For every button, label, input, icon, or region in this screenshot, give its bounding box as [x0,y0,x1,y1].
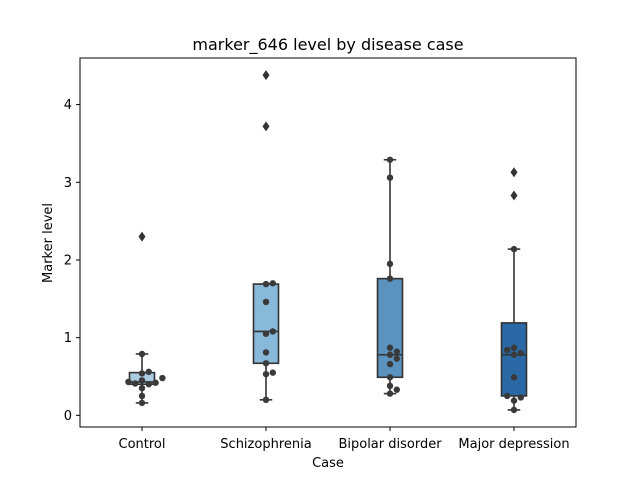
data-point [510,344,518,351]
data-point [510,351,518,358]
data-point [145,381,152,388]
data-point [138,399,146,407]
data-point [262,396,270,404]
data-point [262,360,270,367]
data-point [138,370,146,377]
data-point [393,355,400,362]
y-tick-label: 0 [64,409,72,424]
swarm-group [504,245,524,414]
data-point [138,384,146,392]
x-tick-label: Control [119,437,166,452]
data-point [504,346,511,354]
y-tick-label: 3 [64,176,72,191]
data-point [510,374,518,381]
y-axis-title: Marker level [41,203,56,283]
data-point [262,298,270,306]
data-point [510,245,518,253]
data-point [269,280,276,287]
data-point [393,386,400,393]
swarm-group [125,350,166,407]
data-point [262,280,270,288]
data-point [386,351,394,358]
data-point [386,174,394,181]
outlier-marker [138,231,146,242]
swarm-group [262,280,276,404]
data-point [132,380,139,387]
data-point [159,374,166,382]
box-group [500,167,528,411]
y-tick-label: 4 [64,98,72,113]
chart-title: marker_646 level by disease case [192,35,463,55]
y-tick-label: 1 [64,331,72,346]
data-point [262,370,270,378]
data-point [510,397,518,404]
data-point [386,390,394,397]
data-point [386,275,394,282]
data-point [504,392,511,400]
data-point [517,350,524,357]
plot-area [125,70,528,414]
data-point [145,368,152,376]
data-point [386,360,394,368]
data-point [517,394,524,401]
data-point [386,344,394,351]
data-point [393,348,400,355]
x-tick-label: Major depression [458,437,569,452]
data-point [269,369,276,376]
data-point [510,406,518,414]
x-tick-label: Bipolar disorder [338,437,442,452]
x-axis-title: Case [312,456,344,471]
outlier-marker [510,167,518,178]
data-point [262,330,270,337]
plot-frame [79,57,577,428]
outlier-marker [262,70,270,81]
data-point [138,377,146,384]
y-tick-label: 2 [64,253,72,268]
data-point [152,379,159,386]
x-tick-label: Schizophrenia [220,437,311,452]
x-axis: Control Schizophrenia Bipolar disorder Majo… [119,427,570,452]
swarm-group [386,156,400,397]
box-iqr [500,322,528,397]
data-point [138,392,146,400]
y-axis: 0 1 2 3 4 [64,98,80,424]
data-point [125,378,132,386]
outlier-marker [510,190,518,201]
data-point [262,349,270,356]
data-point [386,260,394,268]
data-point [386,374,394,381]
data-point [386,382,394,390]
data-point [386,156,394,163]
data-point [138,350,146,358]
data-point [269,328,276,335]
outlier-marker [262,121,270,132]
